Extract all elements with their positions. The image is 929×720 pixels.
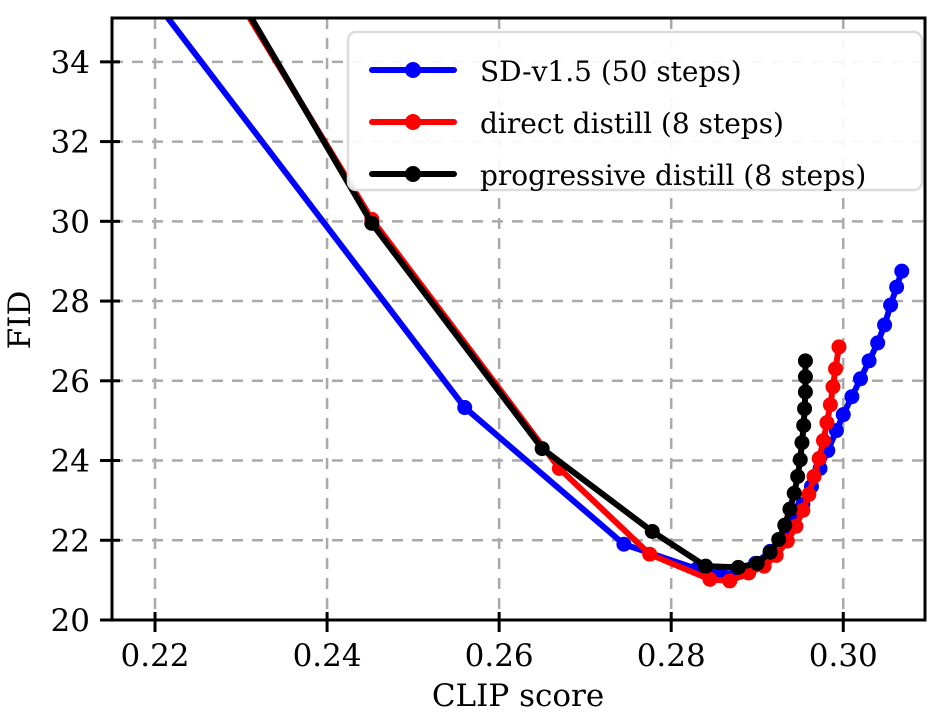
data-point-marker [801, 486, 817, 502]
data-point-marker [790, 468, 806, 484]
series-progressive-distill-8-steps- [248, 18, 813, 575]
data-point-marker [782, 501, 798, 517]
x-tick-label: 0.22 [121, 638, 190, 674]
data-point-marker [877, 317, 893, 333]
y-tick-label: 24 [51, 444, 90, 480]
data-point-marker [771, 531, 787, 547]
data-point-marker [795, 502, 811, 518]
data-point-marker [364, 215, 380, 231]
data-point-marker [861, 353, 877, 369]
data-point-marker [852, 371, 868, 387]
chart-legend: SD-v1.5 (50 steps) direct distill (8 step… [346, 30, 924, 192]
data-point-marker [786, 485, 802, 501]
y-tick-labels: 20 22 24 26 28 30 32 34 [51, 45, 90, 639]
legend-marker-swatch [405, 62, 421, 78]
axes-frame [110, 16, 927, 622]
legend-entry-label: SD-v1.5 (50 steps) [480, 55, 742, 88]
data-point-marker [702, 571, 718, 587]
data-point-marker [616, 536, 632, 552]
legend-entry-label: direct distill (8 steps) [480, 107, 784, 140]
data-point-marker [722, 573, 738, 589]
y-axis-title: FID [2, 291, 38, 350]
data-point-marker [889, 279, 905, 295]
y-tick-label: 22 [51, 523, 90, 559]
data-point-marker [797, 353, 813, 369]
data-point-marker [825, 379, 841, 395]
data-point-marker [822, 397, 838, 413]
y-tick-label: 34 [51, 45, 90, 81]
x-tick-label: 0.30 [809, 638, 878, 674]
data-point-marker [792, 452, 808, 468]
data-point-marker [819, 415, 835, 431]
data-point-marker [806, 468, 822, 484]
legend-marker-swatch [405, 166, 421, 182]
data-point-marker [894, 263, 910, 279]
data-point-marker [797, 401, 813, 417]
data-point-marker [698, 558, 714, 574]
data-point-marker [642, 546, 658, 562]
data-point-marker [883, 297, 899, 313]
data-point-marker [794, 435, 810, 451]
data-point-marker [835, 407, 851, 423]
y-tick-label: 26 [51, 364, 90, 400]
data-point-marker [644, 523, 660, 539]
data-point-marker [828, 361, 844, 377]
data-point-marker [815, 433, 831, 449]
y-tick-label: 32 [51, 125, 90, 161]
data-point-marker [534, 441, 550, 457]
x-axis-title: CLIP score [432, 678, 604, 714]
data-point-marker [831, 339, 847, 355]
data-point-marker [777, 517, 793, 533]
data-point-marker [844, 389, 860, 405]
legend-entry-label: progressive distill (8 steps) [480, 159, 866, 192]
data-point-marker [797, 384, 813, 400]
data-point-marker [730, 559, 746, 575]
data-point-marker [796, 417, 812, 433]
data-point-marker [457, 400, 473, 416]
data-point-marker [811, 451, 827, 467]
y-tick-label: 30 [51, 204, 90, 240]
x-tick-labels: 0.22 0.24 0.26 0.28 0.30 [121, 638, 878, 674]
data-point-marker [797, 369, 813, 385]
data-point-marker [762, 544, 778, 560]
data-series-group [164, 18, 910, 589]
data-point-marker [749, 555, 765, 571]
data-point-marker [870, 335, 886, 351]
x-tick-label: 0.28 [637, 638, 706, 674]
y-tick-label: 28 [51, 284, 90, 320]
x-tick-label: 0.24 [293, 638, 362, 674]
y-tick-label: 20 [51, 603, 90, 639]
data-point-marker [788, 518, 804, 534]
legend-marker-swatch [405, 114, 421, 130]
x-tick-label: 0.26 [465, 638, 534, 674]
legend-box [346, 30, 924, 192]
